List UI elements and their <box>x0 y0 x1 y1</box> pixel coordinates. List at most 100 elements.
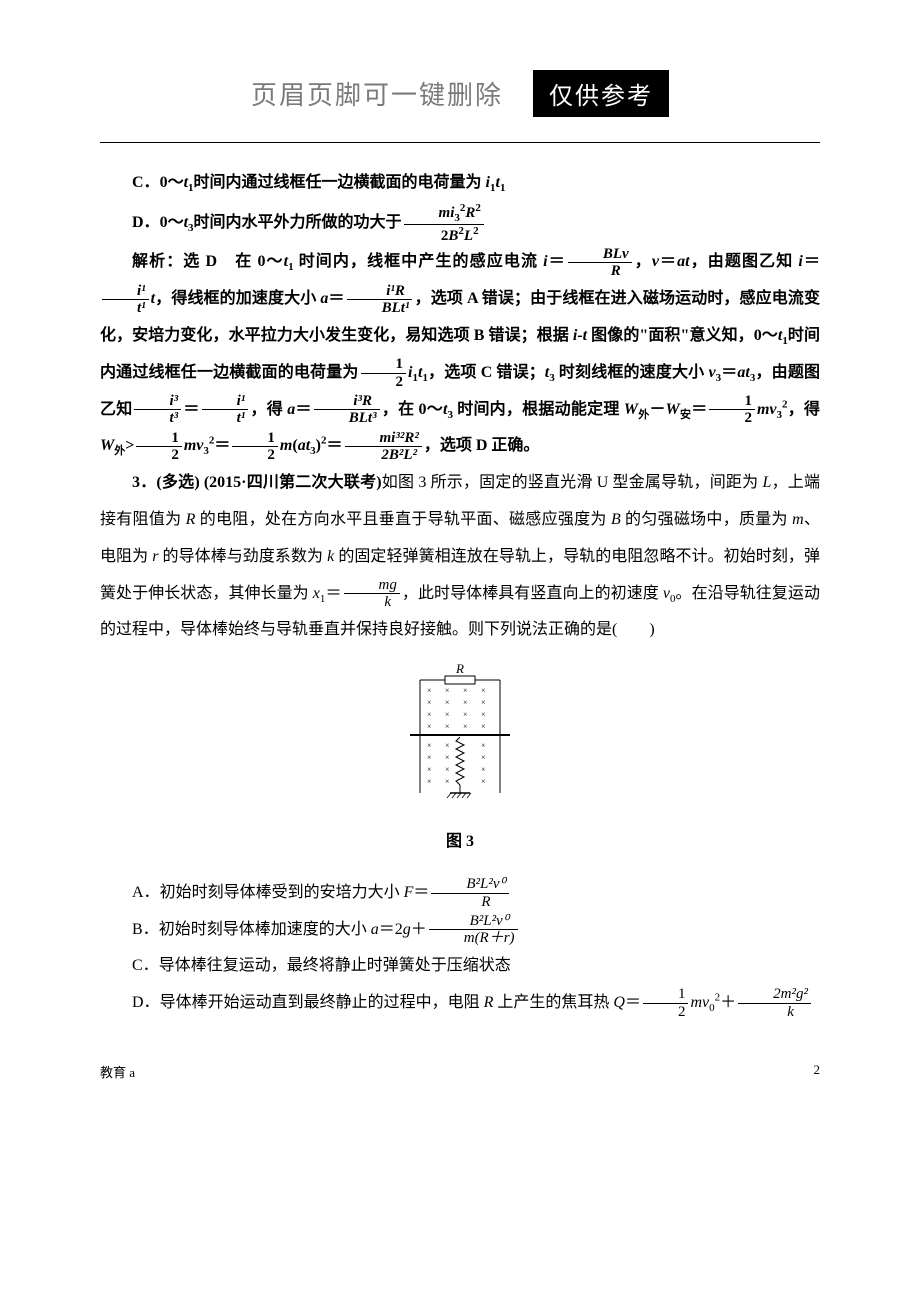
svg-text:×: × <box>481 686 486 695</box>
q3b-g: g <box>403 921 411 938</box>
i3t3-num: i³ <box>134 393 181 411</box>
svg-text:×: × <box>445 753 450 762</box>
option-d-fraction: mi32R22B2L2 <box>404 202 484 245</box>
a-l2n: ，得 <box>250 401 287 418</box>
option-c-t2-sub: 1 <box>500 182 506 194</box>
q3d-text2: 上产生的焦耳热 <box>493 994 613 1011</box>
q3d-half: 12 <box>643 986 689 1020</box>
a-eq8: ＝ <box>691 401 707 418</box>
q3d-frac2: 2m²g²k <box>738 986 811 1020</box>
q3b-a: a <box>371 921 379 938</box>
a-l2j: 时刻线框的速度大小 <box>555 364 709 381</box>
a-comma1: ， <box>634 253 652 270</box>
frac-half2: 12 <box>709 393 755 427</box>
q3d-f2-den: k <box>738 1004 811 1021</box>
content-area: C．0～t1时间内通过线框任一边横截面的电荷量为 i1t1 D．0～t3时间内水… <box>100 142 820 1022</box>
a-end: ，选项 D 正确。 <box>424 437 540 454</box>
header-dark-badge: 仅供参考 <box>533 70 669 117</box>
q3c-label: C． <box>132 957 159 974</box>
q3d-half-num: 1 <box>643 986 689 1004</box>
q3b-text: 初始时刻导体棒加速度的大小 <box>159 921 371 938</box>
frac-half: 12 <box>361 356 407 390</box>
q3-ti: ，此时导体棒具有竖直向上的初速度 <box>402 585 663 602</box>
q3c-text: 导体棒往复运动，最终将静止时弹簧处于压缩状态 <box>159 957 511 974</box>
mgk-den: k <box>344 594 400 611</box>
i3t3-den: t³ <box>134 410 181 427</box>
a-l1a: 在 0～ <box>235 253 283 270</box>
q3-option-c: C．导体棒往复运动，最终将静止时弹簧处于压缩状态 <box>100 948 820 985</box>
half3-num: 1 <box>136 430 182 448</box>
a-l1b: 时间内，线框中产生的感应电流 <box>294 253 544 270</box>
analysis-para: 解析：选 D 在 0～t1 时间内，线框中产生的感应电流 i＝BLvR，v＝at… <box>100 244 820 465</box>
svg-text:×: × <box>445 710 450 719</box>
page: 页眉页脚可一键删除 仅供参考 C．0～t1时间内通过线框任一边横截面的电荷量为 … <box>0 0 920 1121</box>
svg-text:×: × <box>427 777 432 786</box>
frac-half3: 12 <box>136 430 182 464</box>
a-l2p: ，在 0～ <box>382 401 443 418</box>
svg-text:×: × <box>463 722 468 731</box>
q3d-plus: ＋ <box>720 994 736 1011</box>
i1t1b-num: i¹ <box>202 393 249 411</box>
final-den: 2B²L² <box>345 447 422 464</box>
svg-text:×: × <box>427 753 432 762</box>
a-eq1: ＝ <box>548 253 566 270</box>
frac-final: mi³²R²2B²L² <box>345 430 422 464</box>
a-eq7: ＝ <box>295 401 311 418</box>
a-it: i-t <box>573 327 587 344</box>
q3b-plus: ＋ <box>411 921 427 938</box>
frac-blv-r: BLvR <box>568 246 632 280</box>
q3a-f: F <box>404 884 414 901</box>
svg-text:×: × <box>445 686 450 695</box>
a-eq5: ＝ <box>721 364 737 381</box>
frac-den-l-sup: 2 <box>473 225 479 237</box>
half4-num: 1 <box>232 430 278 448</box>
page-footer: 教育 a 2 <box>100 1062 820 1081</box>
a-eq10: ＝ <box>326 437 342 454</box>
q3a-frac: B²L²v⁰R <box>431 876 508 910</box>
a-l2b: ，得线框的加速度大小 <box>155 290 320 307</box>
a-at3: at <box>737 364 749 381</box>
svg-text:×: × <box>445 741 450 750</box>
a-an: 安 <box>680 409 691 421</box>
svg-text:×: × <box>445 765 450 774</box>
frac-num-r: R <box>465 205 475 221</box>
a-gt: > <box>125 437 134 454</box>
svg-text:×: × <box>463 686 468 695</box>
frac-half4: 12 <box>232 430 278 464</box>
a-at: at <box>677 253 689 270</box>
a-v3: v <box>708 364 715 381</box>
header-light-text: 页眉页脚可一键删除 <box>251 75 503 112</box>
a-l2g: 图像的"面积"意义知，0～ <box>587 327 778 344</box>
a-minus: － <box>650 401 666 418</box>
mgk-num: mg <box>344 577 400 595</box>
a-mv2: mv <box>184 437 204 454</box>
q3d-label: D． <box>132 994 160 1011</box>
q3-B: B <box>611 511 621 528</box>
q3d-r: R <box>484 994 494 1011</box>
analysis-label: 解析：选 D <box>132 253 217 270</box>
svg-text:×: × <box>427 722 432 731</box>
q3b-num: B²L²v⁰ <box>429 913 518 931</box>
svg-text:×: × <box>427 741 432 750</box>
option-d-label: D． <box>132 214 160 231</box>
option-c-range: 0～ <box>160 174 184 191</box>
svg-text:×: × <box>481 753 486 762</box>
svg-text:×: × <box>463 710 468 719</box>
q3d-mv: mv <box>690 994 709 1011</box>
svg-text:×: × <box>481 698 486 707</box>
blv-den: R <box>568 263 632 280</box>
q3b-label: B． <box>132 921 159 938</box>
q3d-text: 导体棒开始运动直到最终静止的过程中，电阻 <box>160 994 484 1011</box>
option-c-text: 时间内通过线框任一边横截面的电荷量为 <box>194 174 486 191</box>
i1t1-num: i¹ <box>102 283 149 301</box>
svg-text:×: × <box>445 722 450 731</box>
a-wai2: 外 <box>114 446 125 458</box>
svg-text:×: × <box>481 710 486 719</box>
option-d-text: 时间内水平外力所做的功大于 <box>194 214 402 231</box>
final-num: mi³²R² <box>345 430 422 448</box>
q3-tc: 的电阻，处在方向水平且垂直于导轨平面、磁感应强度为 <box>195 511 611 528</box>
half2-num: 1 <box>709 393 755 411</box>
q3-x1: x <box>313 585 320 602</box>
footer-page-number: 2 <box>814 1062 821 1081</box>
q3-tf: 的导体棒与劲度系数为 <box>158 548 327 565</box>
